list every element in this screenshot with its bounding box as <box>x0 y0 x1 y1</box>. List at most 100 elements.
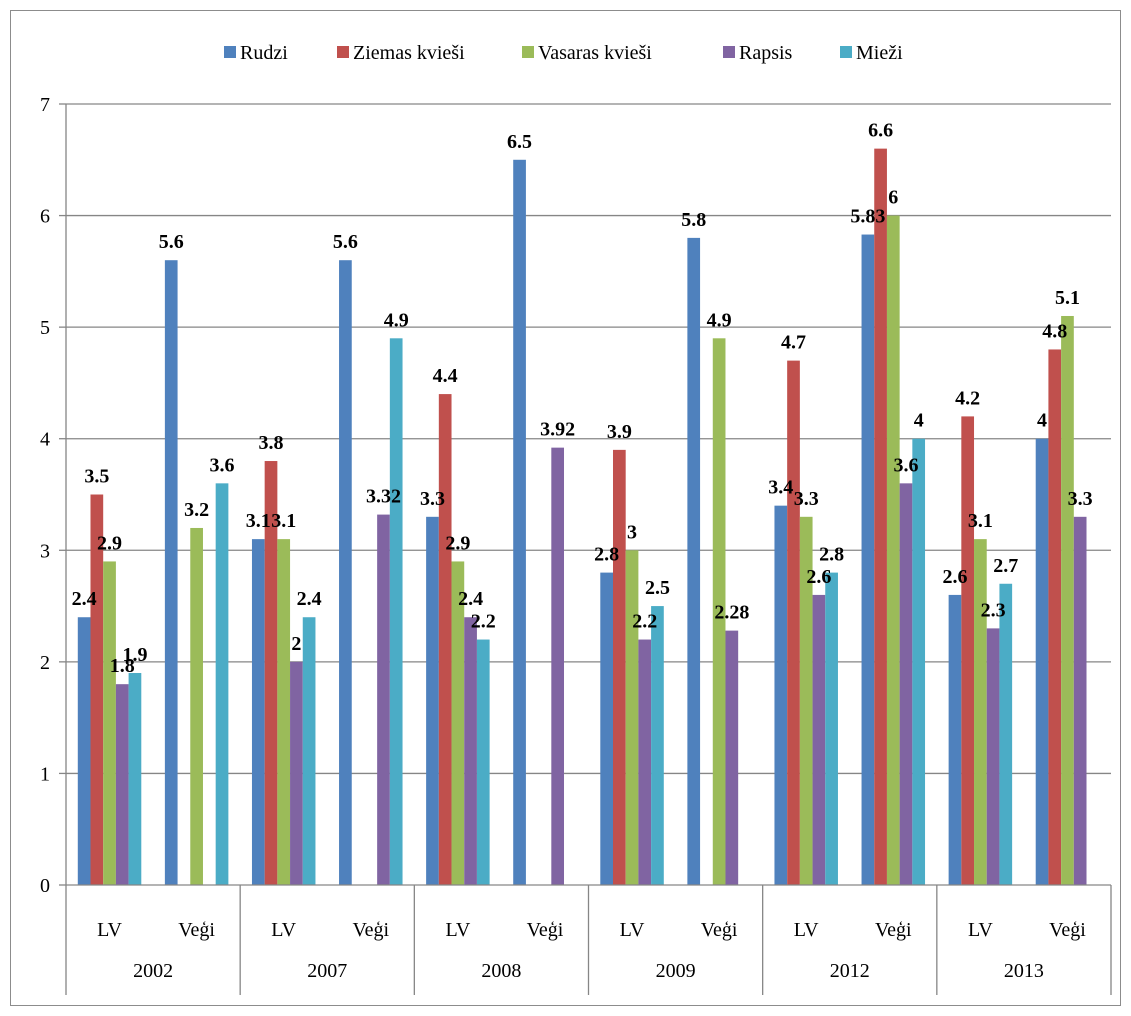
y-tick-label: 5 <box>40 317 50 339</box>
y-axis: 0 1 2 3 4 5 6 7 <box>40 94 67 897</box>
data-label: 2.6 <box>806 566 831 588</box>
bars <box>77 148 1087 886</box>
data-label: 3.92 <box>540 419 575 441</box>
data-label: 6.6 <box>868 120 893 142</box>
data-label: 3.2 <box>184 499 209 521</box>
bar-rudzi <box>513 159 526 886</box>
data-label: 2.28 <box>714 602 749 624</box>
data-label: 4.7 <box>781 332 806 354</box>
x-category-label: Veģi <box>352 919 389 941</box>
bar-rapsis <box>1073 516 1087 885</box>
bar-rapsis <box>986 628 1000 885</box>
x-category-label: Veģi <box>875 919 912 941</box>
data-label: 3.32 <box>366 486 401 508</box>
y-tick-label: 6 <box>40 206 50 228</box>
data-label: 4 <box>1037 410 1047 432</box>
bar-rudzi <box>251 539 265 885</box>
bar-rapsis <box>638 639 652 885</box>
bar-rapsis <box>812 594 826 885</box>
data-label: 4.8 <box>1042 320 1067 342</box>
legend: Rudzi Ziemas kvieši Vasaras kvieši Rapsis Mi… <box>224 42 903 64</box>
bar-ziemas-kvieši <box>438 394 452 885</box>
data-label: 2.4 <box>72 588 97 610</box>
y-tick-label: 0 <box>40 875 50 897</box>
data-label: 4 <box>914 410 924 432</box>
bar-rudzi <box>861 234 875 885</box>
bar-mieži <box>302 617 316 885</box>
data-label: 2 <box>291 633 301 655</box>
bar-rapsis <box>290 661 303 885</box>
data-label: 3.9 <box>607 421 632 443</box>
data-label: 5.83 <box>850 206 885 228</box>
data-label: 4.9 <box>707 309 732 331</box>
bar-rudzi <box>948 594 962 885</box>
x-category-label: Veģi <box>527 919 564 941</box>
y-tick-label: 7 <box>40 94 50 116</box>
data-label: 3.1 <box>968 510 993 532</box>
bar-vasaras-kvieši <box>451 561 465 885</box>
data-label: 2.9 <box>445 532 470 554</box>
x-category-label: LV <box>97 919 122 941</box>
bar-mieži <box>999 583 1013 885</box>
bar-vasaras-kvieši <box>277 539 291 885</box>
x-year-label: 2013 <box>1004 960 1044 982</box>
bar-rudzi <box>1035 438 1049 885</box>
data-label: 2.4 <box>297 588 322 610</box>
x-year-label: 2002 <box>133 960 173 982</box>
data-label: 3.1 <box>246 510 271 532</box>
bar-rudzi <box>600 572 613 885</box>
data-label: 2.3 <box>981 599 1006 621</box>
legend-label: Vasaras kvieši <box>538 42 652 64</box>
bar-rudzi <box>164 260 178 885</box>
bar-mieži <box>128 673 142 885</box>
x-category-label: LV <box>271 919 296 941</box>
data-label: 4.4 <box>433 365 458 387</box>
bar-mieži <box>912 438 926 885</box>
x-category-label: Veģi <box>701 919 738 941</box>
data-label: 3.3 <box>794 488 819 510</box>
bar-rudzi <box>687 237 701 885</box>
bar-ziemas-kvieši <box>961 416 975 885</box>
legend-label: Rudzi <box>240 42 288 64</box>
bar-ziemas-kvieši <box>612 449 626 885</box>
bar-mieži <box>215 483 229 885</box>
data-label: 3.4 <box>768 477 793 499</box>
legend-swatch <box>840 46 852 58</box>
bar-rapsis <box>377 514 390 885</box>
bar-ziemas-kvieši <box>787 360 800 886</box>
data-label: 2.9 <box>97 532 122 554</box>
data-label: 1.8 <box>110 655 135 677</box>
bar-rapsis <box>725 630 739 885</box>
x-year-label: 2008 <box>481 960 521 982</box>
data-label: 5.1 <box>1055 287 1080 309</box>
bar-mieži <box>651 606 664 885</box>
x-category-label: Veģi <box>178 919 215 941</box>
data-label: 3.3 <box>420 488 445 510</box>
data-label: 3.6 <box>893 454 918 476</box>
data-label: 5.8 <box>681 209 706 231</box>
data-label: 2.4 <box>458 588 483 610</box>
bar-vasaras-kvieši <box>190 527 203 885</box>
y-tick-label: 1 <box>40 763 50 785</box>
data-label: 2.2 <box>471 611 496 633</box>
y-tick-label: 2 <box>40 652 50 674</box>
bar-rudzi <box>77 617 91 885</box>
bar-mieži <box>389 338 403 885</box>
y-tick-label: 4 <box>40 429 50 451</box>
data-labels: 2.4 3.5 2.9 1.81.9 5.6 3.2 3.6 3.1 3.8 3.1 2 2.4 5.6… <box>72 120 1093 678</box>
data-label: 2.7 <box>993 555 1018 577</box>
bar-vasaras-kvieši <box>1061 315 1074 885</box>
bar-vasaras-kvieši <box>712 338 726 885</box>
data-label: 3.1 <box>271 510 296 532</box>
bar-ziemas-kvieši <box>1048 349 1062 885</box>
data-label: 3.5 <box>84 466 109 488</box>
bar-vasaras-kvieši <box>103 561 116 885</box>
bar-rapsis <box>464 617 477 885</box>
x-axis: LV Veģi LV Veģi LV Veģi LV Veģi LV Veģi LV Veģi2002… <box>65 884 1112 995</box>
data-label: 6.5 <box>507 131 532 153</box>
x-category-label: Veģi <box>1049 919 1086 941</box>
bar-vasaras-kvieši <box>625 550 639 885</box>
data-label: 2.6 <box>942 566 967 588</box>
bar-mieži <box>476 639 490 885</box>
